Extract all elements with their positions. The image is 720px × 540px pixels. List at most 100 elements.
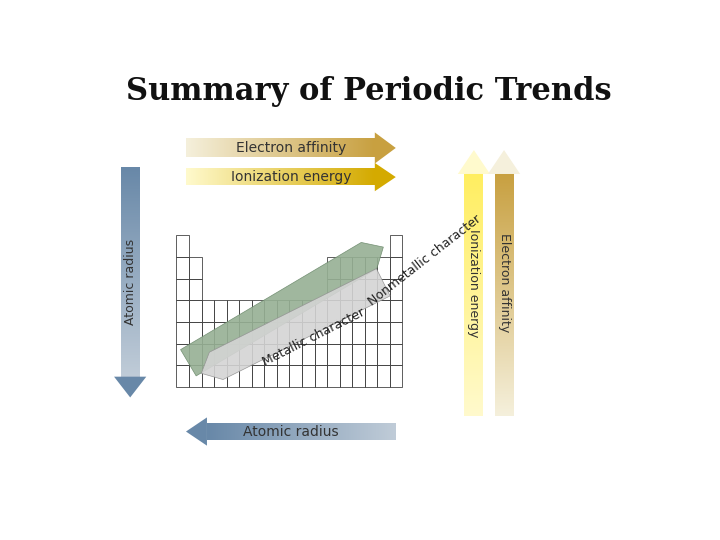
Bar: [176, 343, 189, 366]
Bar: [189, 257, 202, 279]
Bar: [264, 300, 277, 322]
Bar: [277, 322, 289, 343]
Bar: [176, 322, 189, 343]
Bar: [365, 300, 377, 322]
Bar: [315, 300, 327, 322]
Bar: [289, 366, 302, 387]
Bar: [390, 366, 402, 387]
Bar: [227, 300, 239, 322]
Bar: [239, 343, 252, 366]
Bar: [214, 322, 227, 343]
Bar: [239, 300, 252, 322]
Bar: [390, 343, 402, 366]
Bar: [315, 366, 327, 387]
Bar: [202, 300, 214, 322]
Text: Nonmetallic character: Nonmetallic character: [366, 212, 484, 308]
Bar: [189, 322, 202, 343]
Bar: [352, 279, 365, 300]
Bar: [377, 366, 390, 387]
Bar: [327, 279, 340, 300]
Bar: [264, 322, 277, 343]
Bar: [227, 366, 239, 387]
Bar: [214, 366, 227, 387]
Bar: [327, 322, 340, 343]
Bar: [352, 300, 365, 322]
Bar: [340, 300, 352, 322]
Bar: [390, 235, 402, 257]
Bar: [365, 366, 377, 387]
Bar: [289, 343, 302, 366]
Bar: [289, 322, 302, 343]
Bar: [327, 366, 340, 387]
Bar: [264, 343, 277, 366]
Text: Electron affinity: Electron affinity: [498, 233, 510, 333]
Bar: [340, 322, 352, 343]
Bar: [365, 279, 377, 300]
Text: Atomic radius: Atomic radius: [243, 424, 338, 438]
Bar: [214, 343, 227, 366]
Bar: [289, 300, 302, 322]
Bar: [352, 343, 365, 366]
Bar: [176, 366, 189, 387]
Bar: [377, 279, 390, 300]
Bar: [352, 366, 365, 387]
Bar: [377, 343, 390, 366]
Bar: [176, 300, 189, 322]
FancyArrowPatch shape: [181, 242, 383, 376]
Polygon shape: [375, 163, 396, 191]
Bar: [302, 300, 315, 322]
Bar: [390, 257, 402, 279]
Bar: [377, 300, 390, 322]
Bar: [277, 300, 289, 322]
Bar: [189, 300, 202, 322]
Text: Electron affinity: Electron affinity: [235, 141, 346, 155]
Bar: [340, 279, 352, 300]
Bar: [377, 257, 390, 279]
Polygon shape: [488, 150, 520, 174]
Text: Atomic radius: Atomic radius: [124, 239, 137, 325]
Text: Ionization energy: Ionization energy: [467, 229, 480, 338]
Text: Ionization energy: Ionization energy: [230, 170, 351, 184]
Bar: [264, 366, 277, 387]
Bar: [239, 366, 252, 387]
Bar: [239, 322, 252, 343]
Polygon shape: [186, 417, 207, 446]
Bar: [252, 366, 264, 387]
Bar: [340, 343, 352, 366]
Bar: [252, 343, 264, 366]
Text: Metallic character: Metallic character: [260, 306, 366, 369]
Bar: [302, 322, 315, 343]
Bar: [365, 322, 377, 343]
Bar: [352, 322, 365, 343]
Bar: [302, 366, 315, 387]
Bar: [352, 257, 365, 279]
Bar: [315, 322, 327, 343]
Bar: [189, 343, 202, 366]
Bar: [277, 343, 289, 366]
Bar: [365, 257, 377, 279]
Bar: [227, 343, 239, 366]
Bar: [189, 366, 202, 387]
Bar: [227, 322, 239, 343]
Bar: [277, 366, 289, 387]
Bar: [365, 343, 377, 366]
Polygon shape: [114, 377, 146, 397]
Bar: [202, 343, 214, 366]
Bar: [176, 257, 189, 279]
Polygon shape: [458, 150, 490, 174]
Bar: [214, 300, 227, 322]
FancyArrowPatch shape: [202, 268, 390, 380]
Bar: [390, 300, 402, 322]
Bar: [340, 257, 352, 279]
Bar: [202, 366, 214, 387]
Bar: [252, 322, 264, 343]
Bar: [377, 322, 390, 343]
Bar: [252, 300, 264, 322]
Bar: [327, 300, 340, 322]
Bar: [327, 343, 340, 366]
Text: Summary of Periodic Trends: Summary of Periodic Trends: [126, 76, 612, 107]
Bar: [340, 366, 352, 387]
Polygon shape: [375, 132, 396, 164]
Bar: [189, 279, 202, 300]
Bar: [390, 322, 402, 343]
